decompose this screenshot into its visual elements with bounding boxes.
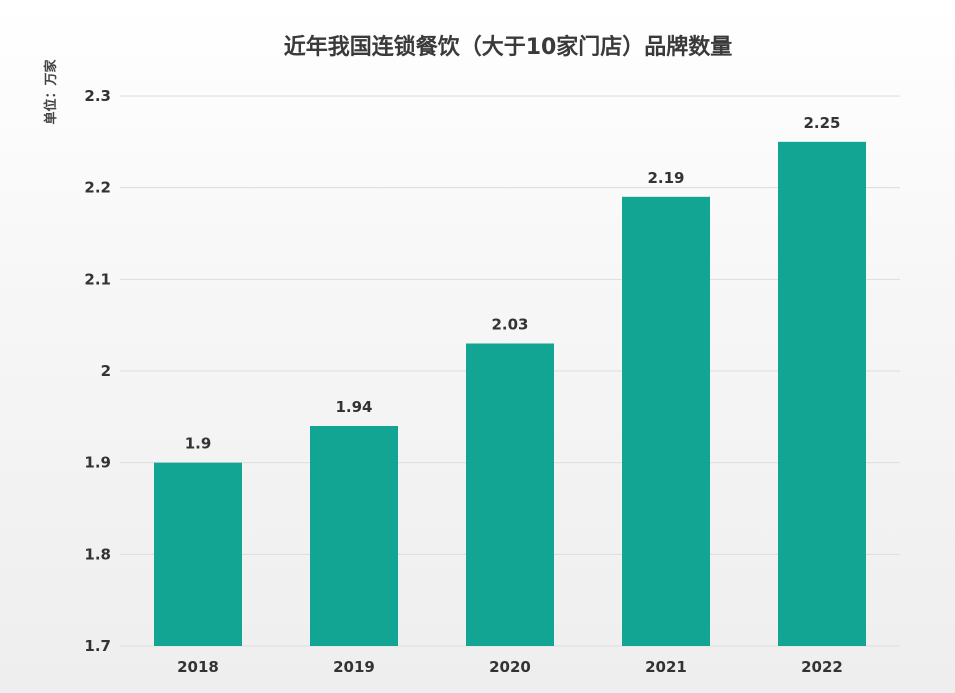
data-label-2019: 1.94 [335, 398, 372, 416]
y-tick-label: 1.8 [84, 545, 111, 563]
x-tick-label: 2022 [801, 658, 843, 676]
y-tick-label: 2.3 [84, 87, 111, 105]
unit-label: 单位：万家 [43, 59, 59, 125]
x-tick-label: 2018 [177, 658, 219, 676]
x-axis: 2018 2019 2020 2021 2022 [177, 658, 843, 676]
bar-2018 [154, 462, 242, 646]
data-label-2020: 2.03 [491, 316, 528, 334]
x-tick-label: 2020 [489, 658, 531, 676]
bar-2019 [310, 426, 398, 646]
y-tick-label: 2 [101, 362, 111, 380]
y-tick-label: 2.1 [84, 270, 111, 288]
data-label-2022: 2.25 [803, 114, 840, 132]
data-label-2021: 2.19 [647, 169, 684, 187]
x-tick-label: 2021 [645, 658, 687, 676]
bar-2022 [778, 141, 866, 647]
y-tick-label: 1.7 [84, 637, 111, 655]
bar-2020 [466, 343, 554, 646]
chart-title: 近年我国连锁餐饮（大于10家门店）品牌数量 [284, 34, 733, 60]
data-label-2018: 1.9 [185, 435, 212, 453]
bars [154, 141, 866, 647]
y-tick-label: 2.2 [84, 179, 111, 197]
x-tick-label: 2019 [333, 658, 375, 676]
y-tick-label: 1.9 [84, 454, 111, 472]
data-labels: 1.9 1.94 2.03 2.19 2.25 [185, 114, 841, 453]
y-axis: 1.7 1.8 1.9 2 2.1 2.2 2.3 [84, 87, 111, 655]
bar-2021 [622, 196, 710, 647]
